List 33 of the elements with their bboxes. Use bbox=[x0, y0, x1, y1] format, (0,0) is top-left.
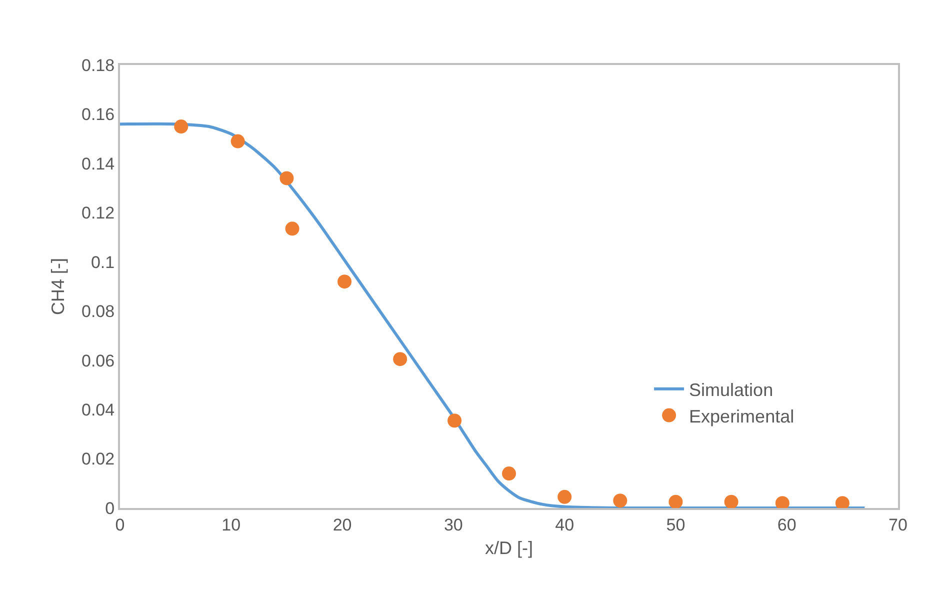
y-tick-label: 0 bbox=[105, 498, 115, 518]
y-tick-label: 0.04 bbox=[82, 400, 115, 420]
point bbox=[502, 466, 516, 481]
y-tick-label: 0.12 bbox=[82, 204, 115, 223]
y-tick-label: 0.1 bbox=[90, 252, 115, 272]
point bbox=[668, 494, 683, 508]
point bbox=[393, 352, 408, 366]
point bbox=[448, 414, 462, 428]
legend-label: Experimental bbox=[689, 406, 794, 426]
legend-label: Simulation bbox=[689, 380, 774, 400]
point bbox=[174, 120, 188, 134]
point bbox=[338, 274, 352, 289]
x-tick-label: 30 bbox=[444, 515, 463, 534]
y-tick-label: 0.18 bbox=[82, 56, 115, 75]
point bbox=[613, 494, 628, 508]
x-tick-label: 40 bbox=[555, 515, 574, 534]
point bbox=[230, 134, 245, 148]
point bbox=[285, 222, 300, 236]
x-tick-label: 10 bbox=[222, 515, 241, 534]
y-tick-label: 0.14 bbox=[82, 154, 115, 174]
y-tick-label: 0.06 bbox=[82, 351, 115, 370]
x-tick-label: 50 bbox=[666, 515, 686, 534]
y-tick-label: 0.16 bbox=[82, 105, 115, 124]
point bbox=[280, 171, 294, 186]
y-tick-label: 0.08 bbox=[82, 302, 115, 322]
y-tick-label: 0.02 bbox=[82, 450, 115, 469]
y-axis-title: CH4 [-] bbox=[48, 258, 68, 316]
x-axis-title: x/D [-] bbox=[485, 538, 533, 558]
point bbox=[558, 490, 572, 504]
x-tick-label: 20 bbox=[332, 515, 352, 534]
x-tick-label: 60 bbox=[777, 515, 796, 534]
x-tick-label: 70 bbox=[888, 515, 908, 534]
point bbox=[724, 494, 738, 508]
